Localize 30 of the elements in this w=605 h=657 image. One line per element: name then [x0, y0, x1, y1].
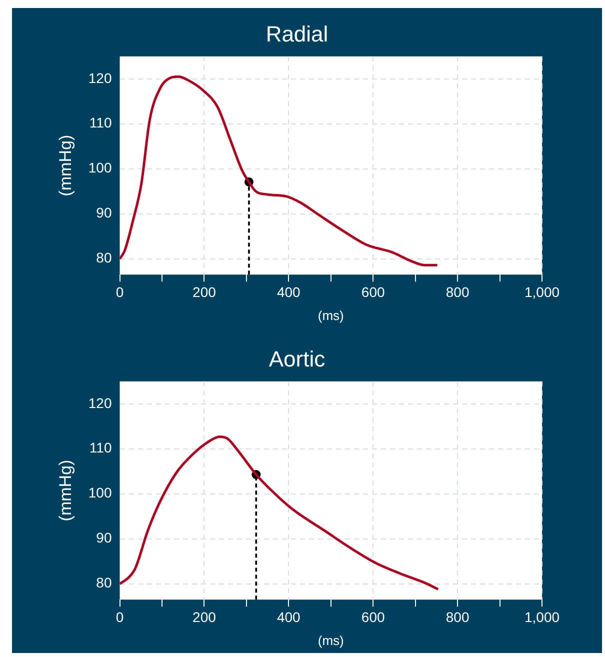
line-series — [120, 75, 439, 266]
y-tick-label: 100 — [88, 484, 112, 501]
y-tick-label: 90 — [96, 530, 112, 546]
x-tick-label: 800 — [446, 608, 470, 625]
x-axis-title: (ms) — [318, 632, 344, 648]
x-tick-label: 200 — [192, 608, 216, 625]
x-tick-label: 200 — [192, 284, 216, 300]
x-tick-label: 800 — [446, 284, 470, 300]
y-tick-label: 110 — [89, 114, 112, 131]
chart-title: Radial — [266, 21, 328, 46]
x-tick-label: 1,000 — [524, 284, 560, 300]
line-series — [120, 435, 440, 591]
y-axis-title: (mmHg) — [56, 460, 75, 522]
x-tick-label: 400 — [276, 608, 301, 625]
x-tick-label: 1,000 — [524, 608, 560, 625]
y-tick-label: 120 — [88, 394, 112, 411]
x-tick-label: 0 — [116, 608, 124, 625]
y-tick-label: 90 — [96, 204, 112, 221]
y-tick-label: 80 — [96, 250, 112, 266]
y-tick-label: 120 — [88, 70, 112, 86]
y-tick-label: 80 — [96, 574, 112, 591]
y-tick-label: 110 — [89, 440, 112, 456]
x-tick-label: 600 — [361, 284, 385, 300]
x-tick-label: 600 — [361, 608, 385, 625]
x-axis-title: (ms) — [318, 308, 344, 323]
y-axis-title: (mmHg) — [56, 134, 75, 196]
y-tick-label: 100 — [88, 160, 112, 176]
chart-title: Aortic — [268, 346, 326, 372]
x-tick-label: 0 — [116, 284, 124, 300]
x-tick-label: 400 — [276, 284, 301, 300]
